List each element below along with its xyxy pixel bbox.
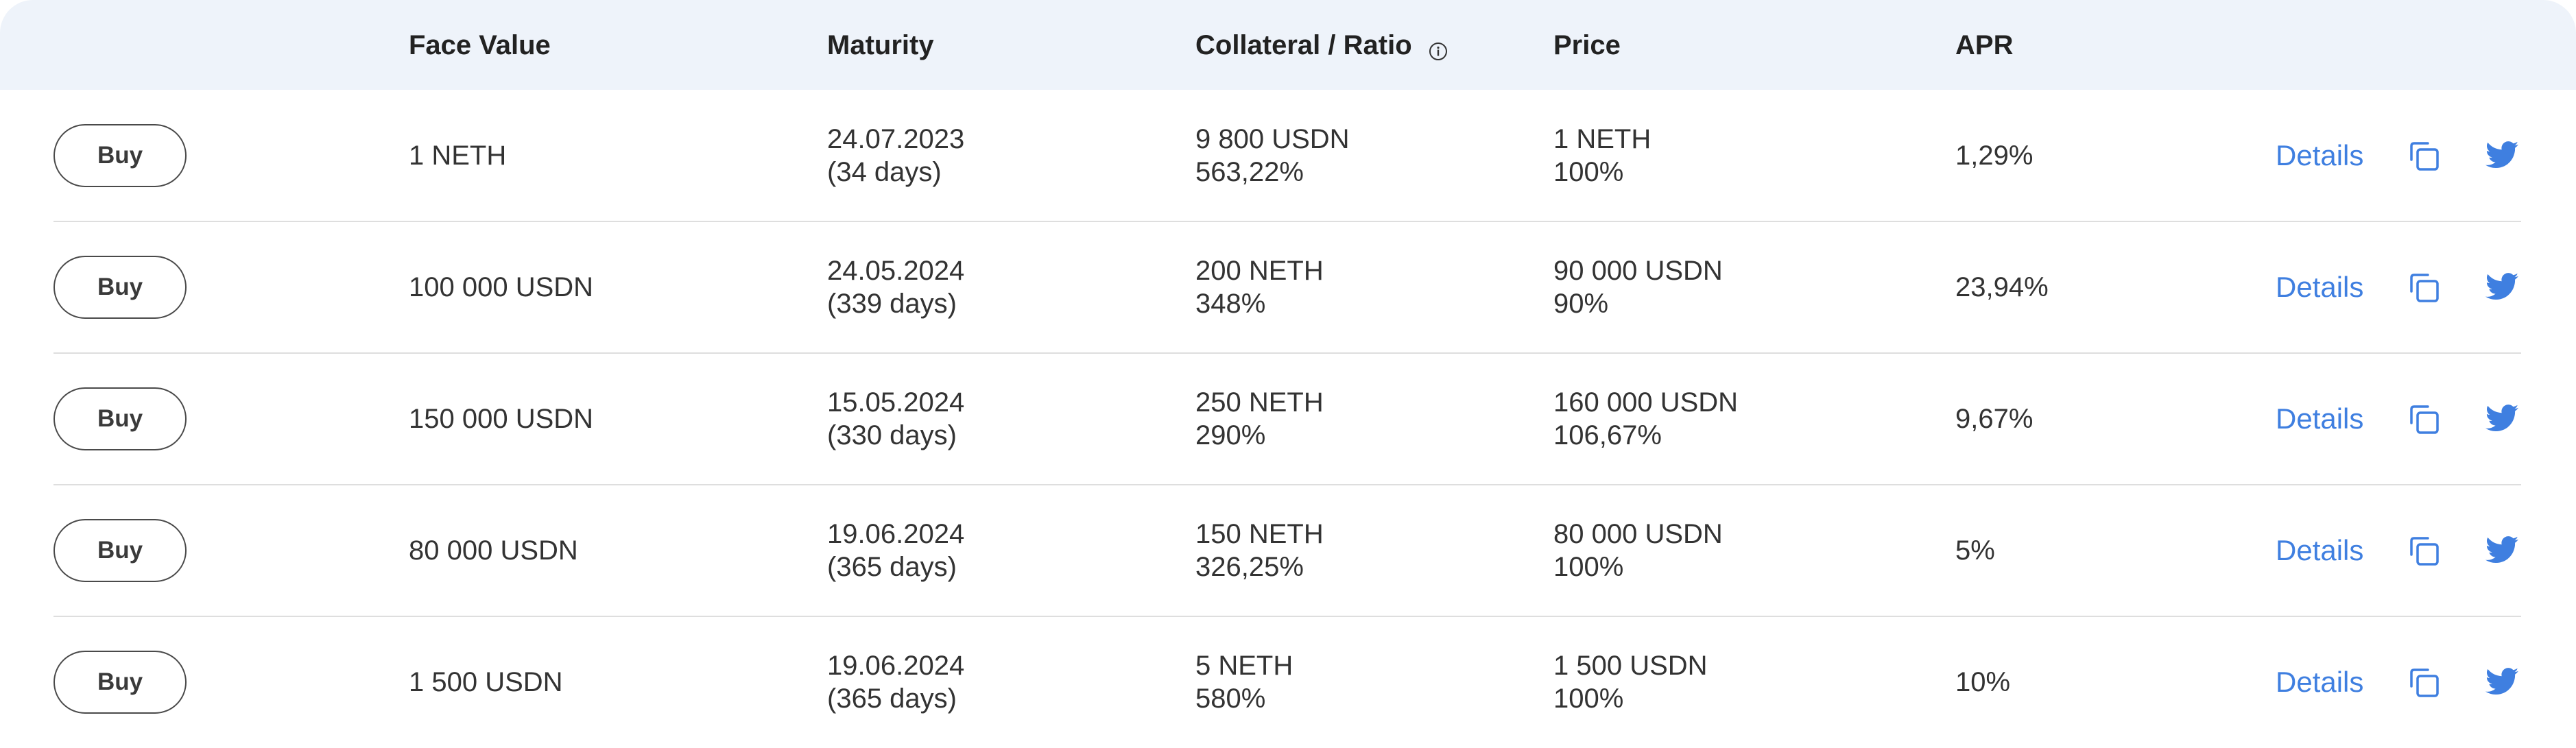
- buy-button[interactable]: Buy: [53, 387, 187, 450]
- collateral-amount: 5 NETH: [1195, 651, 1293, 681]
- details-link[interactable]: Details: [2276, 139, 2364, 171]
- price-cell: 1 NETH 100%: [1553, 123, 1651, 189]
- collateral-ratio: 348%: [1195, 289, 1266, 319]
- maturity-cell: 19.06.2024 (365 days): [827, 518, 964, 583]
- maturity-cell: 19.06.2024 (365 days): [827, 649, 964, 715]
- copy-icon[interactable]: [2407, 402, 2442, 437]
- collateral-cell: 200 NETH 348%: [1195, 254, 1324, 320]
- table-row: Buy 100 000 USDN 24.05.2024 (339 days) 2…: [0, 221, 2576, 353]
- buy-button[interactable]: Buy: [53, 256, 187, 319]
- table-header: Face Value Maturity Collateral / Ratio P…: [0, 0, 2576, 90]
- details-link[interactable]: Details: [2276, 402, 2364, 435]
- collateral-amount: 150 NETH: [1195, 519, 1324, 549]
- collateral-cell: 150 NETH 326,25%: [1195, 518, 1324, 583]
- maturity-date: 15.05.2024: [827, 387, 965, 418]
- face-value: 100 000 USDN: [409, 272, 594, 302]
- row-divider: [53, 352, 2521, 354]
- details-link[interactable]: Details: [2276, 271, 2364, 303]
- maturity-days: (34 days): [827, 157, 942, 187]
- collateral-amount: 250 NETH: [1195, 387, 1324, 418]
- collateral-ratio: 580%: [1195, 684, 1266, 714]
- collateral-ratio: 326,25%: [1195, 552, 1304, 582]
- collateral-ratio: 290%: [1195, 420, 1266, 450]
- apr-value: 10%: [1955, 667, 2011, 697]
- table-row: Buy 1 NETH 24.07.2023 (34 days) 9 800 US…: [0, 90, 2576, 221]
- face-value: 1 NETH: [409, 141, 507, 171]
- info-icon[interactable]: [1429, 36, 1448, 60]
- table-row: Buy 1 500 USDN 19.06.2024 (365 days) 5 N…: [0, 616, 2576, 748]
- table-row: Buy 150 000 USDN 15.05.2024 (330 days) 2…: [0, 353, 2576, 485]
- price-amount: 160 000 USDN: [1553, 387, 1739, 418]
- collateral-amount: 9 800 USDN: [1195, 124, 1350, 154]
- twitter-icon[interactable]: [2485, 404, 2518, 433]
- copy-icon[interactable]: [2407, 666, 2442, 700]
- collateral-ratio: 563,22%: [1195, 157, 1304, 187]
- price-percent: 90%: [1553, 289, 1609, 319]
- maturity-date: 19.06.2024: [827, 651, 965, 681]
- table-row: Buy 80 000 USDN 19.06.2024 (365 days) 15…: [0, 485, 2576, 616]
- buy-button[interactable]: Buy: [53, 519, 187, 582]
- twitter-icon[interactable]: [2485, 272, 2518, 301]
- price-amount: 1 500 USDN: [1553, 651, 1708, 681]
- price-amount: 1 NETH: [1553, 124, 1651, 154]
- price-percent: 100%: [1553, 552, 1624, 582]
- price-amount: 80 000 USDN: [1553, 519, 1723, 549]
- price-percent: 106,67%: [1553, 420, 1662, 450]
- header-price: Price: [1553, 30, 1621, 60]
- twitter-icon[interactable]: [2485, 141, 2518, 169]
- twitter-icon[interactable]: [2485, 667, 2518, 696]
- maturity-days: (365 days): [827, 684, 957, 714]
- header-apr: APR: [1955, 30, 2014, 60]
- row-divider: [53, 484, 2521, 485]
- collateral-cell: 9 800 USDN 563,22%: [1195, 123, 1350, 189]
- copy-icon[interactable]: [2407, 534, 2442, 568]
- price-cell: 90 000 USDN 90%: [1553, 254, 1723, 320]
- header-face-value: Face Value: [409, 30, 551, 60]
- price-amount: 90 000 USDN: [1553, 256, 1723, 286]
- details-link[interactable]: Details: [2276, 666, 2364, 698]
- collateral-cell: 5 NETH 580%: [1195, 649, 1293, 715]
- maturity-days: (365 days): [827, 552, 957, 582]
- price-cell: 80 000 USDN 100%: [1553, 518, 1723, 583]
- collateral-cell: 250 NETH 290%: [1195, 386, 1324, 452]
- apr-value: 5%: [1955, 535, 1995, 566]
- bonds-table: Face Value Maturity Collateral / Ratio P…: [0, 0, 2576, 714]
- price-percent: 100%: [1553, 684, 1624, 714]
- price-percent: 100%: [1553, 157, 1624, 187]
- price-cell: 160 000 USDN 106,67%: [1553, 386, 1738, 452]
- row-divider: [53, 616, 2521, 617]
- maturity-days: (339 days): [827, 289, 957, 319]
- face-value: 1 500 USDN: [409, 667, 563, 697]
- header-collateral-ratio: Collateral / Ratio: [1195, 29, 1448, 62]
- twitter-icon[interactable]: [2485, 535, 2518, 564]
- maturity-date: 19.06.2024: [827, 519, 965, 549]
- apr-value: 9,67%: [1955, 404, 2034, 434]
- copy-icon[interactable]: [2407, 139, 2442, 173]
- buy-button[interactable]: Buy: [53, 651, 187, 714]
- face-value: 80 000 USDN: [409, 535, 578, 566]
- collateral-amount: 200 NETH: [1195, 256, 1324, 286]
- price-cell: 1 500 USDN 100%: [1553, 649, 1708, 715]
- maturity-days: (330 days): [827, 420, 957, 450]
- maturity-cell: 24.05.2024 (339 days): [827, 254, 964, 320]
- apr-value: 23,94%: [1955, 272, 2049, 302]
- details-link[interactable]: Details: [2276, 534, 2364, 566]
- header-maturity: Maturity: [827, 30, 934, 60]
- header-collateral-ratio-label: Collateral / Ratio: [1195, 30, 1412, 60]
- copy-icon[interactable]: [2407, 271, 2442, 305]
- face-value: 150 000 USDN: [409, 404, 594, 434]
- maturity-date: 24.07.2023: [827, 124, 965, 154]
- row-divider: [53, 221, 2521, 222]
- buy-button[interactable]: Buy: [53, 124, 187, 187]
- maturity-cell: 24.07.2023 (34 days): [827, 123, 964, 189]
- maturity-cell: 15.05.2024 (330 days): [827, 386, 964, 452]
- maturity-date: 24.05.2024: [827, 256, 965, 286]
- apr-value: 1,29%: [1955, 141, 2034, 171]
